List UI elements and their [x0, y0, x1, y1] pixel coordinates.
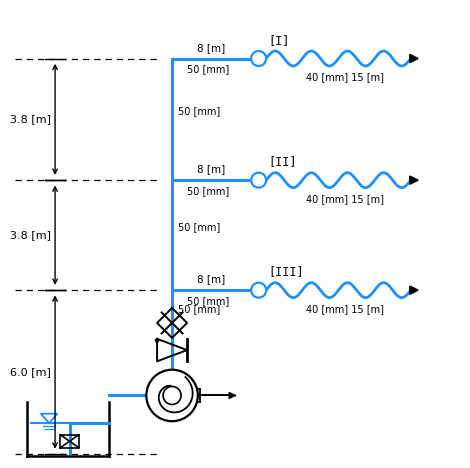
Text: 50 [mm]: 50 [mm]: [188, 64, 229, 74]
Text: 40 [mm] 15 [m]: 40 [mm] 15 [m]: [306, 194, 384, 204]
Text: 50 [mm]: 50 [mm]: [178, 222, 220, 232]
Text: [II]: [II]: [268, 155, 297, 168]
Text: 40 [mm] 15 [m]: 40 [mm] 15 [m]: [306, 304, 384, 314]
Text: 50 [mm]: 50 [mm]: [178, 106, 220, 116]
Text: [III]: [III]: [268, 265, 304, 278]
Circle shape: [146, 370, 198, 421]
Text: 8 [m]: 8 [m]: [197, 43, 225, 53]
Text: 50 [mm]: 50 [mm]: [188, 296, 229, 306]
Text: 6.0 [m]: 6.0 [m]: [10, 367, 51, 377]
Text: 3.8 [m]: 3.8 [m]: [10, 114, 51, 124]
Circle shape: [251, 51, 266, 66]
Text: 50 [mm]: 50 [mm]: [188, 186, 229, 196]
Text: 50 [mm]: 50 [mm]: [178, 304, 220, 314]
Text: 40 [mm] 15 [m]: 40 [mm] 15 [m]: [306, 73, 384, 82]
Circle shape: [251, 173, 266, 188]
Circle shape: [163, 387, 181, 404]
Circle shape: [251, 283, 266, 298]
Text: 8 [m]: 8 [m]: [197, 275, 225, 285]
Text: 3.8 [m]: 3.8 [m]: [10, 230, 51, 240]
Text: 8 [m]: 8 [m]: [197, 165, 225, 175]
Text: [I]: [I]: [268, 34, 290, 47]
